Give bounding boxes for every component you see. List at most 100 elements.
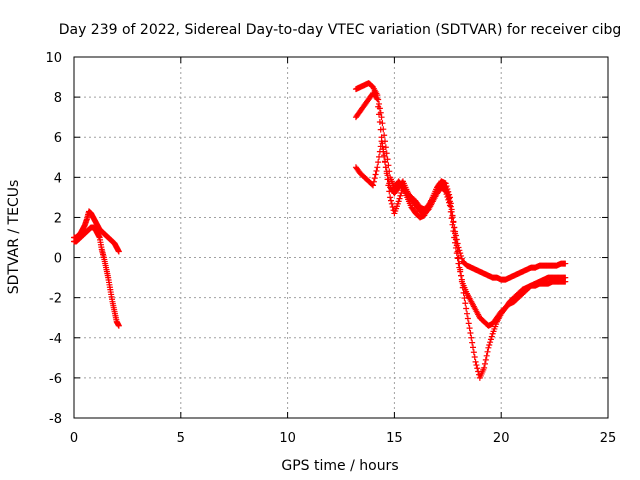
data-point [464, 310, 471, 317]
data-point [383, 170, 390, 177]
data-point [485, 344, 492, 351]
data-point [468, 334, 475, 341]
y-tick-label: -8 [49, 412, 62, 427]
y-axis-label: SDTVAR / TECUs [6, 180, 22, 295]
y-tick-label: -6 [49, 372, 62, 387]
data-point [381, 153, 388, 160]
data-point [457, 266, 464, 273]
data-point [466, 325, 473, 332]
data-points [71, 80, 569, 381]
data-point [483, 352, 490, 359]
x-tick-label: 20 [493, 431, 510, 446]
chart-title: Day 239 of 2022, Sidereal Day-to-day VTE… [59, 22, 622, 38]
data-point [395, 198, 402, 205]
x-tick-label: 5 [177, 431, 185, 446]
data-point [454, 248, 461, 255]
data-point [378, 138, 385, 145]
data-point [452, 236, 459, 243]
data-point [458, 272, 465, 279]
data-point [453, 242, 460, 249]
data-point [562, 278, 569, 285]
data-point [481, 360, 488, 367]
data-point [375, 103, 382, 110]
y-tick-label: 10 [45, 51, 62, 66]
data-point [115, 248, 122, 255]
data-point [446, 198, 453, 205]
data-point [472, 358, 479, 365]
data-point [372, 171, 379, 178]
data-point [382, 159, 389, 166]
data-point [389, 204, 396, 211]
data-point [374, 96, 381, 103]
x-tick-label: 0 [70, 431, 78, 446]
y-tick-label: 4 [54, 171, 62, 186]
data-point [470, 344, 477, 351]
data-point [450, 219, 457, 226]
x-tick-label: 10 [279, 431, 296, 446]
axis-ticks: 0 5 10 15 20 25 -8 -6 -4 -2 0 2 4 6 8 10 [45, 51, 616, 446]
data-point [488, 333, 495, 340]
data-point [447, 203, 454, 210]
y-tick-label: -2 [49, 292, 62, 307]
data-point [370, 178, 377, 185]
data-point [470, 349, 477, 356]
data-point [460, 289, 467, 296]
grid-lines [74, 57, 608, 418]
data-point [387, 197, 394, 204]
data-point [461, 295, 468, 302]
data-point [482, 356, 489, 363]
data-point [374, 164, 381, 171]
data-point [473, 362, 480, 369]
data-point [456, 260, 463, 267]
data-point [443, 187, 450, 194]
data-point [376, 111, 383, 118]
data-point [441, 183, 448, 190]
data-point [458, 278, 465, 285]
data-point [486, 341, 493, 348]
data-point [487, 339, 494, 346]
data-point [386, 188, 393, 195]
data-point [471, 354, 478, 361]
data-point [464, 315, 471, 322]
data-point [115, 322, 122, 329]
data-point [448, 208, 455, 215]
data-point [388, 200, 395, 207]
data-point [487, 336, 494, 343]
data-point [379, 143, 386, 150]
data-point [442, 184, 449, 191]
data-point [380, 148, 387, 155]
data-point [376, 100, 383, 107]
data-point [465, 320, 472, 327]
data-point [462, 300, 469, 307]
data-point [449, 214, 456, 221]
data-point [385, 182, 392, 189]
data-point [376, 153, 383, 160]
data-point [384, 176, 391, 183]
y-tick-label: 8 [54, 91, 62, 106]
x-tick-label: 15 [386, 431, 403, 446]
data-point [377, 126, 384, 133]
data-point [454, 255, 461, 262]
data-point [455, 254, 462, 261]
x-tick-label: 25 [600, 431, 617, 446]
data-point [387, 194, 394, 201]
y-tick-label: 0 [54, 252, 62, 267]
x-axis-label: GPS time / hours [281, 458, 398, 474]
data-point [371, 175, 378, 182]
data-point [376, 118, 383, 125]
y-tick-label: -4 [49, 332, 62, 347]
data-point [474, 365, 481, 372]
data-point [562, 260, 569, 267]
data-point [445, 192, 452, 199]
data-point [375, 159, 382, 166]
y-tick-label: 6 [54, 131, 62, 146]
data-point [373, 167, 380, 174]
data-point [463, 305, 470, 312]
data-point [382, 164, 389, 171]
data-point [481, 364, 488, 371]
data-point [484, 348, 491, 355]
data-point [467, 329, 474, 336]
data-point [397, 192, 404, 199]
